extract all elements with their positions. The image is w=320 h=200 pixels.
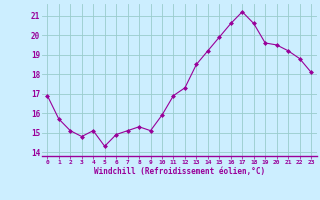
X-axis label: Windchill (Refroidissement éolien,°C): Windchill (Refroidissement éolien,°C) (94, 167, 265, 176)
